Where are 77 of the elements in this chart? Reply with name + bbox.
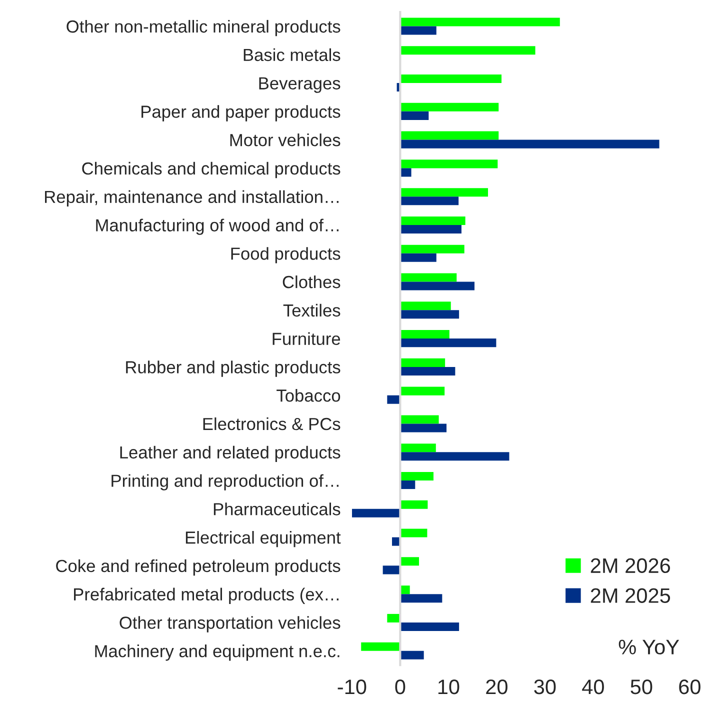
annotation: % YoY — [618, 640, 680, 654]
y-tick-label: Paper and paper products — [142, 105, 340, 122]
bar — [400, 253, 436, 262]
bar — [400, 273, 457, 282]
y-tick-label: Furniture — [272, 332, 340, 346]
y-tick-label: Other transportation vehicles — [120, 616, 340, 632]
bar — [400, 386, 445, 396]
y-tick-label: Chemicals and chemical products — [82, 162, 340, 178]
bar — [400, 586, 410, 594]
bar — [400, 111, 429, 120]
legend-label: 2M 2026 — [590, 558, 670, 574]
bar — [400, 160, 498, 168]
y-tick-label: Basic metals — [244, 48, 340, 62]
bar — [400, 358, 446, 367]
y-tick-label: Textiles — [283, 304, 340, 317]
bar — [400, 216, 466, 225]
bar — [400, 282, 474, 290]
bar — [400, 330, 450, 339]
bar — [400, 452, 510, 461]
y-tick-label: Manufacturing of wood and of… — [96, 218, 338, 235]
x-tick-label: 50 — [630, 679, 652, 694]
bar — [352, 508, 400, 518]
bar — [400, 26, 436, 35]
bar — [400, 188, 488, 197]
bar — [382, 566, 400, 574]
x-tick-label: -10 — [338, 679, 366, 694]
bar — [400, 594, 442, 603]
y-tick-label: Tobacco — [276, 389, 340, 402]
x-tick-label: 40 — [582, 679, 604, 694]
y-tick-label: Food products — [231, 247, 340, 264]
bar — [400, 528, 428, 538]
y-tick-label: Leather and related products — [120, 446, 340, 462]
bar — [400, 500, 428, 509]
y-tick-label: Rubber and plastic products — [126, 360, 340, 377]
y-tick-label: Repair, maintenance and installation… — [45, 190, 338, 206]
y-tick-label: Coke and refined petroleum products — [56, 559, 340, 576]
x-tick-label: 0 — [395, 679, 406, 694]
bar — [400, 310, 460, 319]
bar — [361, 642, 400, 651]
bar — [400, 168, 412, 177]
bar — [400, 244, 464, 254]
bar — [400, 140, 660, 148]
bar — [387, 614, 400, 622]
y-tick-label: Beverages — [259, 77, 340, 93]
y-tick-label: Electronics & PCs — [203, 417, 340, 430]
bar — [400, 46, 536, 55]
y-tick-label: Machinery and equipment n.e.c. — [95, 644, 340, 661]
bar — [400, 444, 436, 452]
y-tick-label: Clothes — [282, 275, 340, 288]
x-tick-label: 60 — [679, 679, 700, 694]
y-tick-label: Prefabricated metal products (ex… — [74, 588, 338, 604]
x-tick-label: 20 — [486, 679, 508, 694]
bar — [400, 480, 416, 490]
bar — [400, 415, 439, 424]
y-tick-label: Other non-metallic mineral products — [66, 20, 340, 36]
y-tick-label: Pharmaceuticals — [214, 502, 340, 516]
bar — [400, 74, 502, 84]
bar — [400, 424, 447, 432]
x-tick-label: 30 — [534, 679, 556, 694]
bar — [400, 622, 460, 631]
legend-label: 2M 2025 — [590, 588, 670, 603]
bar — [400, 224, 462, 234]
bar — [400, 18, 560, 26]
y-tick-label: Motor vehicles — [230, 134, 340, 146]
bar — [387, 395, 400, 404]
bar — [400, 650, 424, 660]
bar — [400, 366, 456, 376]
bar — [400, 338, 496, 348]
bar — [400, 302, 451, 310]
x-tick-label: 10 — [438, 679, 460, 694]
bar — [400, 102, 499, 112]
y-tick-label: Electrical equipment — [186, 530, 341, 548]
bar — [400, 196, 459, 206]
bar — [400, 131, 499, 140]
bar — [400, 557, 420, 566]
y-tick-label: Printing and reproduction of… — [112, 474, 338, 490]
bar — [400, 472, 434, 480]
